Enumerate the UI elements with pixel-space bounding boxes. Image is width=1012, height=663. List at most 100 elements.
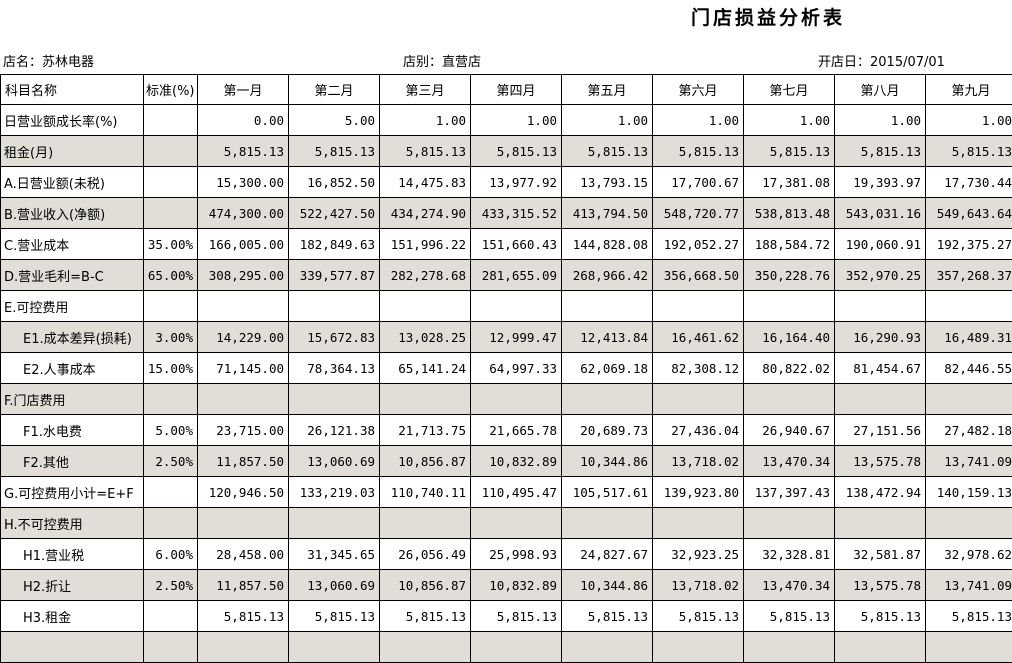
value-cell[interactable]: 15,300.00: [198, 167, 289, 198]
value-cell[interactable]: 188,584.72: [744, 229, 835, 260]
value-cell[interactable]: 26,940.67: [744, 415, 835, 446]
row-label-cell[interactable]: H.不可控费用: [1, 508, 144, 539]
value-cell[interactable]: 14,475.83: [380, 167, 471, 198]
value-cell[interactable]: 538,813.48: [744, 198, 835, 229]
value-cell[interactable]: [471, 291, 562, 322]
row-label-cell[interactable]: A.日营业额(未税): [1, 167, 144, 198]
value-cell[interactable]: 339,577.87: [289, 260, 380, 291]
value-cell[interactable]: 5,815.13: [198, 136, 289, 167]
value-cell[interactable]: 13,741.09: [926, 570, 1012, 601]
value-cell[interactable]: [198, 632, 289, 663]
standard-percent-cell[interactable]: [144, 384, 198, 415]
value-cell[interactable]: 82,446.55: [926, 353, 1012, 384]
value-cell[interactable]: [198, 384, 289, 415]
value-cell[interactable]: 32,978.62: [926, 539, 1012, 570]
value-cell[interactable]: 25,998.93: [471, 539, 562, 570]
value-cell[interactable]: 139,923.80: [653, 477, 744, 508]
row-label-cell[interactable]: F1.水电费: [1, 415, 144, 446]
value-cell[interactable]: 65,141.24: [380, 353, 471, 384]
value-cell[interactable]: 12,999.47: [471, 322, 562, 353]
value-cell[interactable]: 27,482.18: [926, 415, 1012, 446]
value-cell[interactable]: 1.00: [835, 105, 926, 136]
row-label-cell[interactable]: E1.成本差异(损耗): [1, 322, 144, 353]
value-cell[interactable]: 1.00: [380, 105, 471, 136]
column-header[interactable]: 第二月: [289, 75, 380, 105]
column-header[interactable]: 第一月: [198, 75, 289, 105]
row-label-cell[interactable]: F.门店费用: [1, 384, 144, 415]
value-cell[interactable]: 16,164.40: [744, 322, 835, 353]
value-cell[interactable]: [926, 384, 1012, 415]
row-label-cell[interactable]: B.营业收入(净额): [1, 198, 144, 229]
standard-percent-cell[interactable]: [144, 508, 198, 539]
value-cell[interactable]: 32,581.87: [835, 539, 926, 570]
standard-percent-cell[interactable]: 2.50%: [144, 570, 198, 601]
value-cell[interactable]: 10,344.86: [562, 446, 653, 477]
value-cell[interactable]: [471, 508, 562, 539]
value-cell[interactable]: 5.00: [289, 105, 380, 136]
value-cell[interactable]: [744, 508, 835, 539]
value-cell[interactable]: 32,328.81: [744, 539, 835, 570]
standard-percent-cell[interactable]: [144, 632, 198, 663]
row-label-cell[interactable]: 租金(月): [1, 136, 144, 167]
value-cell[interactable]: [653, 384, 744, 415]
value-cell[interactable]: [562, 384, 653, 415]
value-cell[interactable]: 13,575.78: [835, 570, 926, 601]
value-cell[interactable]: [562, 508, 653, 539]
value-cell[interactable]: 350,228.76: [744, 260, 835, 291]
row-label-cell[interactable]: G.可控费用小计=E+F: [1, 477, 144, 508]
value-cell[interactable]: 27,436.04: [653, 415, 744, 446]
standard-percent-cell[interactable]: [144, 198, 198, 229]
value-cell[interactable]: [562, 632, 653, 663]
value-cell[interactable]: 10,856.87: [380, 570, 471, 601]
value-cell[interactable]: 5,815.13: [835, 136, 926, 167]
column-header[interactable]: 第七月: [744, 75, 835, 105]
value-cell[interactable]: 5,815.13: [471, 601, 562, 632]
value-cell[interactable]: 474,300.00: [198, 198, 289, 229]
standard-percent-cell[interactable]: [144, 601, 198, 632]
value-cell[interactable]: 413,794.50: [562, 198, 653, 229]
value-cell[interactable]: 434,274.90: [380, 198, 471, 229]
standard-percent-cell[interactable]: 3.00%: [144, 322, 198, 353]
value-cell[interactable]: 17,730.44: [926, 167, 1012, 198]
value-cell[interactable]: [744, 384, 835, 415]
value-cell[interactable]: 12,413.84: [562, 322, 653, 353]
value-cell[interactable]: [289, 291, 380, 322]
value-cell[interactable]: 1.00: [744, 105, 835, 136]
standard-percent-cell[interactable]: [144, 477, 198, 508]
value-cell[interactable]: 80,822.02: [744, 353, 835, 384]
value-cell[interactable]: 62,069.18: [562, 353, 653, 384]
value-cell[interactable]: 13,977.92: [471, 167, 562, 198]
value-cell[interactable]: 144,828.08: [562, 229, 653, 260]
column-header[interactable]: 科目名称: [1, 75, 144, 105]
value-cell[interactable]: 21,665.78: [471, 415, 562, 446]
value-cell[interactable]: 192,375.27: [926, 229, 1012, 260]
value-cell[interactable]: 26,056.49: [380, 539, 471, 570]
standard-percent-cell[interactable]: [144, 291, 198, 322]
column-header[interactable]: 第五月: [562, 75, 653, 105]
standard-percent-cell[interactable]: 15.00%: [144, 353, 198, 384]
value-cell[interactable]: 105,517.61: [562, 477, 653, 508]
value-cell[interactable]: 352,970.25: [835, 260, 926, 291]
value-cell[interactable]: 192,052.27: [653, 229, 744, 260]
value-cell[interactable]: 137,397.43: [744, 477, 835, 508]
value-cell[interactable]: 5,815.13: [653, 601, 744, 632]
value-cell[interactable]: 78,364.13: [289, 353, 380, 384]
value-cell[interactable]: 1.00: [926, 105, 1012, 136]
value-cell[interactable]: 81,454.67: [835, 353, 926, 384]
value-cell[interactable]: 17,700.67: [653, 167, 744, 198]
value-cell[interactable]: 23,715.00: [198, 415, 289, 446]
value-cell[interactable]: 182,849.63: [289, 229, 380, 260]
value-cell[interactable]: [653, 508, 744, 539]
value-cell[interactable]: 24,827.67: [562, 539, 653, 570]
value-cell[interactable]: 120,946.50: [198, 477, 289, 508]
value-cell[interactable]: 13,060.69: [289, 446, 380, 477]
value-cell[interactable]: 5,815.13: [926, 601, 1012, 632]
value-cell[interactable]: 10,856.87: [380, 446, 471, 477]
value-cell[interactable]: 15,672.83: [289, 322, 380, 353]
column-header[interactable]: 第三月: [380, 75, 471, 105]
value-cell[interactable]: 110,495.47: [471, 477, 562, 508]
standard-percent-cell[interactable]: 35.00%: [144, 229, 198, 260]
row-label-cell[interactable]: H2.折让: [1, 570, 144, 601]
value-cell[interactable]: 19,393.97: [835, 167, 926, 198]
row-label-cell[interactable]: E2.人事成本: [1, 353, 144, 384]
